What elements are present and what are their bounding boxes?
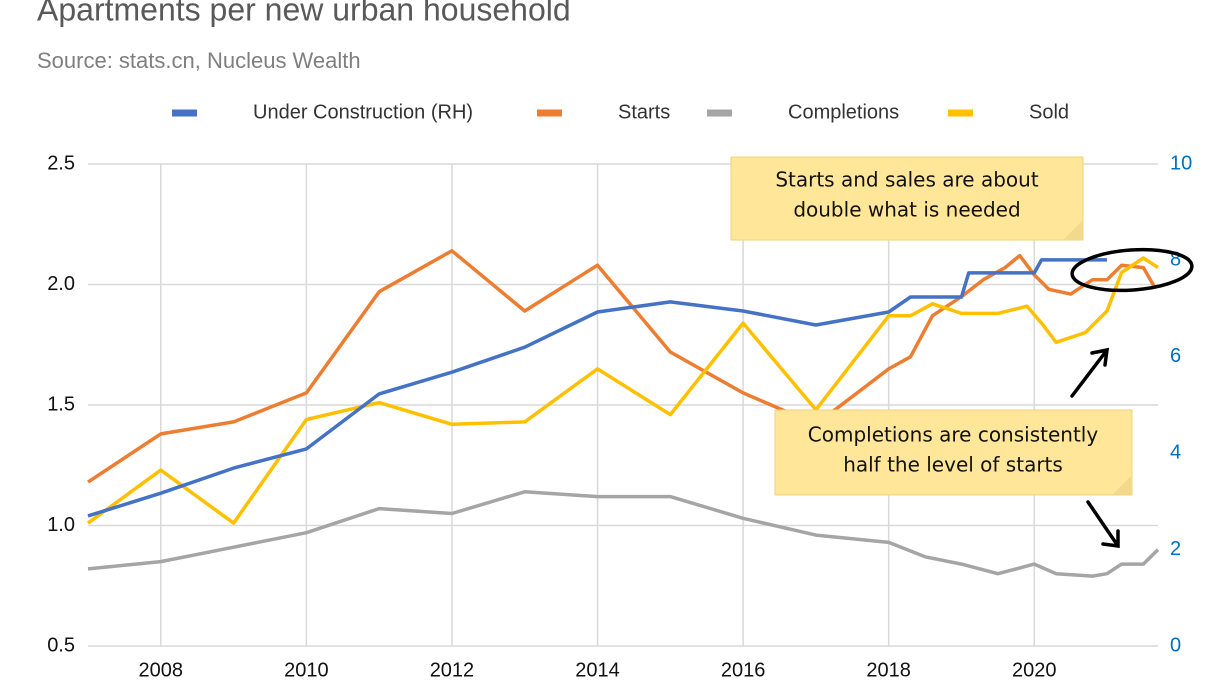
annotation-fold	[1063, 220, 1083, 240]
legend-label: Starts	[618, 101, 670, 123]
y2-tick-label: 6	[1170, 345, 1181, 367]
y2-tick-label: 8	[1170, 249, 1181, 271]
y2-tick-label: 10	[1170, 152, 1192, 174]
series-line	[87, 258, 1107, 518]
annotation-box	[774, 409, 1133, 496]
annotation-text: double what is needed	[793, 198, 1020, 222]
y2-tick-label: 0	[1170, 634, 1181, 656]
y-tick-label: 2.0	[47, 273, 75, 295]
annotation-text: Completions are consistently	[808, 423, 1099, 447]
x-tick-label: 2008	[139, 659, 184, 681]
annotation-box	[730, 156, 1084, 241]
x-tick-label: 2014	[575, 659, 620, 681]
x-tick-label: 2016	[721, 659, 766, 681]
series-line	[87, 249, 1156, 484]
legend-label: Under Construction (RH)	[253, 101, 473, 123]
legend-label: Completions	[788, 101, 899, 123]
y-tick-label: 1.0	[47, 514, 75, 536]
arrow	[1070, 347, 1110, 398]
legend-label: Sold	[1029, 101, 1069, 123]
x-tick-label: 2012	[430, 659, 475, 681]
arrow	[1086, 500, 1120, 548]
annotation-text: Starts and sales are about	[775, 168, 1038, 192]
x-tick-label: 2018	[866, 659, 911, 681]
y-tick-label: 2.5	[47, 152, 75, 174]
chart-title: Apartments per new urban household	[37, 0, 571, 27]
y2-tick-label: 4	[1170, 441, 1181, 463]
y2-tick-label: 2	[1170, 538, 1181, 560]
y-tick-label: 1.5	[47, 393, 75, 415]
series-line	[87, 490, 1160, 578]
x-tick-label: 2020	[1012, 659, 1057, 681]
x-tick-label: 2010	[284, 659, 329, 681]
y-tick-label: 0.5	[47, 634, 75, 656]
highlight-ellipse	[1070, 247, 1194, 293]
annotation-fold	[1112, 475, 1132, 495]
annotation-text: half the level of starts	[843, 453, 1063, 477]
plot-area: 0.5 1.0 1.5 2.0 2.5 0 2 4 6 8 10 2008 2010 2012 2014 20…	[47, 152, 1192, 681]
series-line	[86, 256, 1159, 525]
chart-subtitle: Source: stats.cn, Nucleus Wealth	[37, 48, 361, 73]
